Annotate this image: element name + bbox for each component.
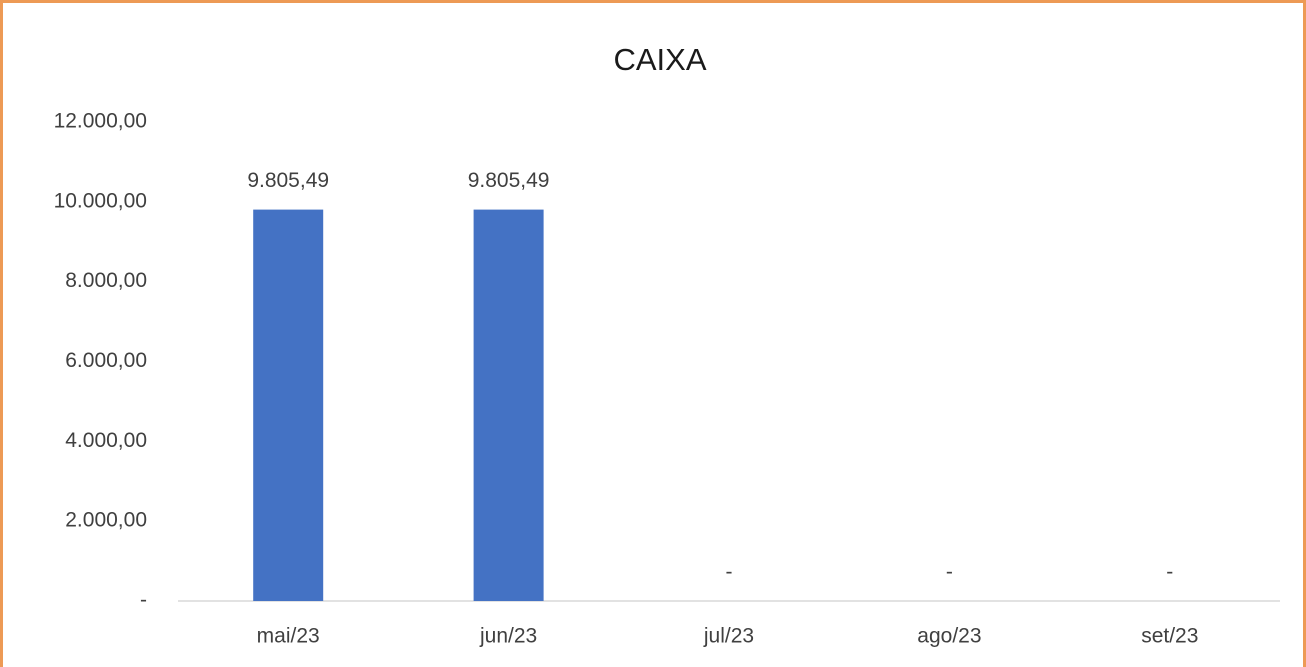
bar (253, 209, 324, 601)
bar (473, 209, 544, 601)
x-tick-label: mai/23 (257, 625, 320, 648)
x-tick-label: jul/23 (703, 625, 754, 648)
y-tick-label: 10.000,00 (54, 189, 147, 212)
x-tick-label: ago/23 (917, 625, 981, 648)
y-tick-label: 4.000,00 (65, 429, 147, 452)
chart-title: CAIXA (613, 42, 706, 77)
value-label: 9.805,49 (468, 169, 550, 192)
x-tick-label: jun/23 (479, 625, 537, 648)
y-tick-label: - (140, 589, 147, 612)
y-tick-label: 8.000,00 (65, 269, 147, 292)
value-label: - (946, 561, 953, 584)
y-tick-label: 12.000,00 (54, 110, 147, 133)
x-tick-label: set/23 (1141, 625, 1198, 648)
value-label: 9.805,49 (247, 169, 329, 192)
value-label: - (726, 561, 733, 584)
y-tick-label: 6.000,00 (65, 349, 147, 372)
value-label: - (1166, 561, 1173, 584)
y-tick-label: 2.000,00 (65, 509, 147, 532)
